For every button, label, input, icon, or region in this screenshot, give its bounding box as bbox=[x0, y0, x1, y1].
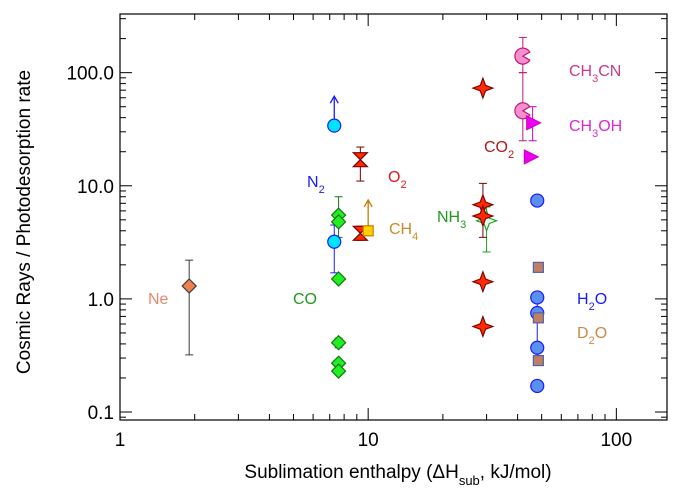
x-tick-label: 10 bbox=[358, 430, 379, 451]
label-ch3cn: CH3CN bbox=[569, 63, 621, 85]
n2-point bbox=[327, 118, 342, 133]
label-ch3oh: CH3OH bbox=[569, 118, 622, 140]
ch3oh-point bbox=[523, 149, 540, 165]
d2o-point bbox=[532, 312, 544, 324]
plot-frame bbox=[119, 13, 668, 421]
label-o2: O2 bbox=[388, 169, 407, 191]
o2-point bbox=[351, 152, 369, 168]
co2-point bbox=[471, 314, 495, 339]
data-markers bbox=[181, 47, 545, 394]
n2-point bbox=[327, 234, 342, 249]
h2o-point bbox=[530, 193, 545, 208]
axes-frame bbox=[119, 13, 668, 421]
y-tick-label: 1.0 bbox=[88, 290, 114, 311]
tick-marks bbox=[119, 14, 667, 420]
label-co2: CO2 bbox=[484, 139, 514, 161]
label-ch4: CH4 bbox=[389, 221, 418, 243]
n2-arrowhead bbox=[329, 94, 339, 104]
ne-point bbox=[181, 278, 198, 294]
h2o-point bbox=[530, 340, 545, 355]
co2-point bbox=[471, 270, 495, 294]
co-point bbox=[330, 363, 347, 379]
label-ne: Ne bbox=[148, 291, 169, 308]
label-d2o: D2O bbox=[577, 325, 607, 347]
ch4-point bbox=[362, 225, 374, 237]
label-nh3: NH3 bbox=[437, 209, 466, 231]
co2-point bbox=[471, 76, 495, 100]
label-co: CO bbox=[293, 291, 317, 308]
y-tick-label: 0.1 bbox=[88, 403, 114, 424]
h2o-point bbox=[530, 378, 545, 394]
ch3oh-point bbox=[526, 115, 542, 131]
ch4-arrowhead bbox=[363, 198, 373, 208]
d2o-point bbox=[532, 261, 544, 273]
d2o-point bbox=[532, 354, 544, 367]
ch3cn-point bbox=[514, 47, 531, 65]
label-n2: N2 bbox=[307, 174, 325, 196]
h2o-point bbox=[530, 290, 545, 305]
tick-labels: 1 10 100 0.1 1.0 10.0 100.0 bbox=[66, 64, 632, 451]
co-point bbox=[330, 213, 347, 230]
x-tick-label: 100 bbox=[600, 430, 632, 451]
y-tick-label: 10.0 bbox=[77, 177, 114, 198]
y-tick-label: 100.0 bbox=[66, 64, 114, 85]
x-axis-title: Sublimation enthalpy (ΔHsub, kJ/mol) bbox=[244, 462, 551, 488]
co-point bbox=[330, 271, 347, 287]
label-h2o: H2O bbox=[577, 291, 607, 313]
x-tick-label: 1 bbox=[115, 430, 126, 451]
co2-point bbox=[471, 204, 495, 228]
y-axis-title: Cosmic Rays / Photodesorption rate bbox=[14, 70, 35, 374]
co-point bbox=[330, 334, 347, 351]
